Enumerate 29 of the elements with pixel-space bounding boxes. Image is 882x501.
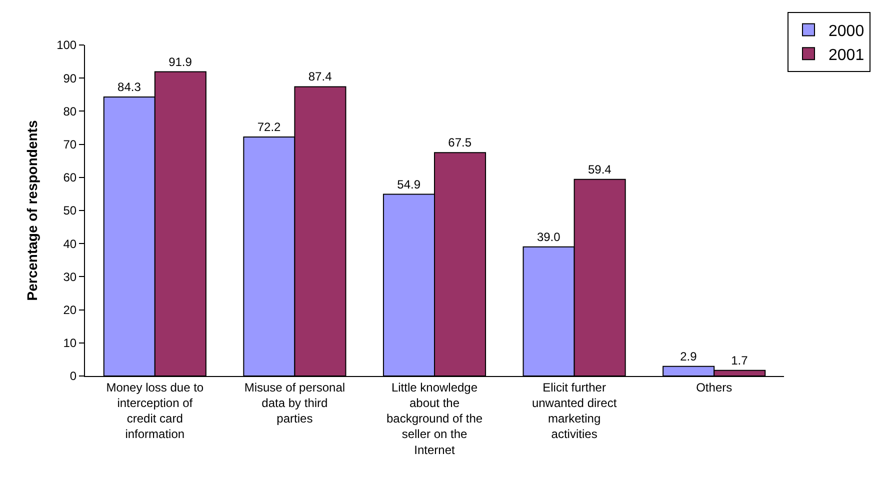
y-tick-label: 60 [63, 170, 77, 185]
x-tick-label: Elicit further unwanted direct marketing activities [532, 380, 618, 442]
y-axis-title: Percentage of respondents [24, 120, 40, 301]
y-tick-label: 50 [63, 204, 77, 218]
y-tick-label: 30 [63, 270, 77, 284]
data-label: 39.0 [536, 230, 561, 244]
data-label: 54.9 [397, 177, 421, 192]
data-label: 1.7 [731, 353, 748, 368]
legend-label: 2001 [828, 46, 864, 64]
y-tick-label: 0 [70, 369, 77, 384]
data-label: 87.4 [308, 70, 332, 84]
data-label: 59.4 [588, 162, 612, 176]
data-label: 67.5 [448, 136, 472, 150]
y-tick-label: 100 [56, 38, 77, 52]
data-label: 2.9 [680, 349, 698, 364]
data-label: 84.3 [118, 80, 142, 94]
y-tick-label: 20 [63, 303, 77, 317]
x-tick-label: Misuse of personal data by third parties [244, 380, 346, 426]
y-tick-label: 80 [63, 104, 77, 118]
y-tick-label: 70 [63, 138, 77, 152]
x-tick-label: Others [696, 380, 732, 394]
data-label: 72.2 [257, 120, 282, 134]
y-tick-label: 90 [63, 71, 77, 86]
x-tick-label: Money loss due to interception of credit card information [106, 380, 204, 442]
legend-label: 2000 [828, 23, 864, 40]
x-tick-label: Little knowledge about the background of the seller on the Internet [386, 380, 483, 457]
y-tick-label: 10 [63, 336, 77, 350]
data-label: 91.9 [168, 54, 192, 69]
y-tick-label: 40 [63, 236, 77, 251]
